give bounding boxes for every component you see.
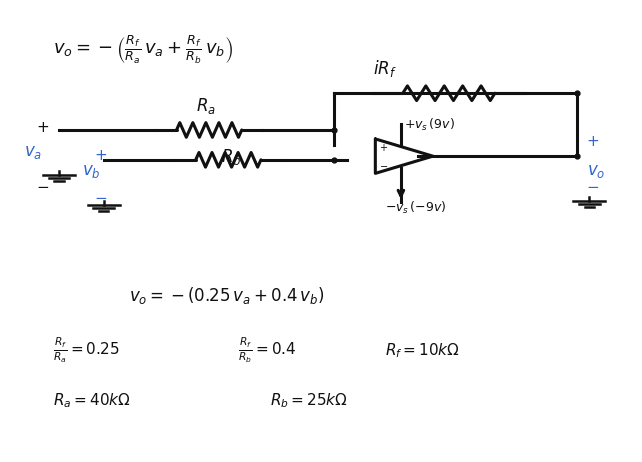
Text: $R_b$: $R_b$ [221, 147, 241, 167]
Text: $-$: $-$ [37, 177, 49, 193]
Text: $+v_s\,(9v)$: $+v_s\,(9v)$ [404, 117, 455, 134]
Text: $-$: $-$ [586, 177, 599, 193]
Text: $R_b = 25k\Omega$: $R_b = 25k\Omega$ [270, 392, 348, 410]
Text: $-v_s\,(-9v)$: $-v_s\,(-9v)$ [385, 200, 446, 216]
Text: $-$: $-$ [379, 160, 388, 170]
Text: $v_o$: $v_o$ [587, 163, 605, 180]
Text: $\frac{R_f}{R_a} = 0.25$: $\frac{R_f}{R_a} = 0.25$ [53, 336, 119, 365]
Text: $v_o = -(0.25\,v_a + 0.4\,v_b)$: $v_o = -(0.25\,v_a + 0.4\,v_b)$ [129, 285, 325, 306]
Text: $+$: $+$ [586, 134, 599, 149]
Text: $+$: $+$ [94, 148, 107, 163]
Text: $+$: $+$ [379, 142, 388, 153]
Text: $-$: $-$ [94, 189, 107, 204]
Text: $R_a$: $R_a$ [196, 96, 216, 116]
Text: $+$: $+$ [37, 120, 49, 135]
Text: $iR_f$: $iR_f$ [373, 59, 397, 79]
Text: $\frac{R_f}{R_b} = 0.4$: $\frac{R_f}{R_b} = 0.4$ [238, 336, 297, 365]
Text: $R_a = 40k\Omega$: $R_a = 40k\Omega$ [53, 392, 130, 410]
Text: $v_a$: $v_a$ [24, 145, 42, 161]
Text: $v_b$: $v_b$ [82, 163, 100, 180]
Text: $R_f = 10k\Omega$: $R_f = 10k\Omega$ [385, 341, 460, 360]
Text: $v_o = -\left(\frac{R_f}{R_a}\,v_a + \frac{R_f}{R_b}\,v_b\right)$: $v_o = -\left(\frac{R_f}{R_a}\,v_a + \fr… [53, 34, 232, 66]
